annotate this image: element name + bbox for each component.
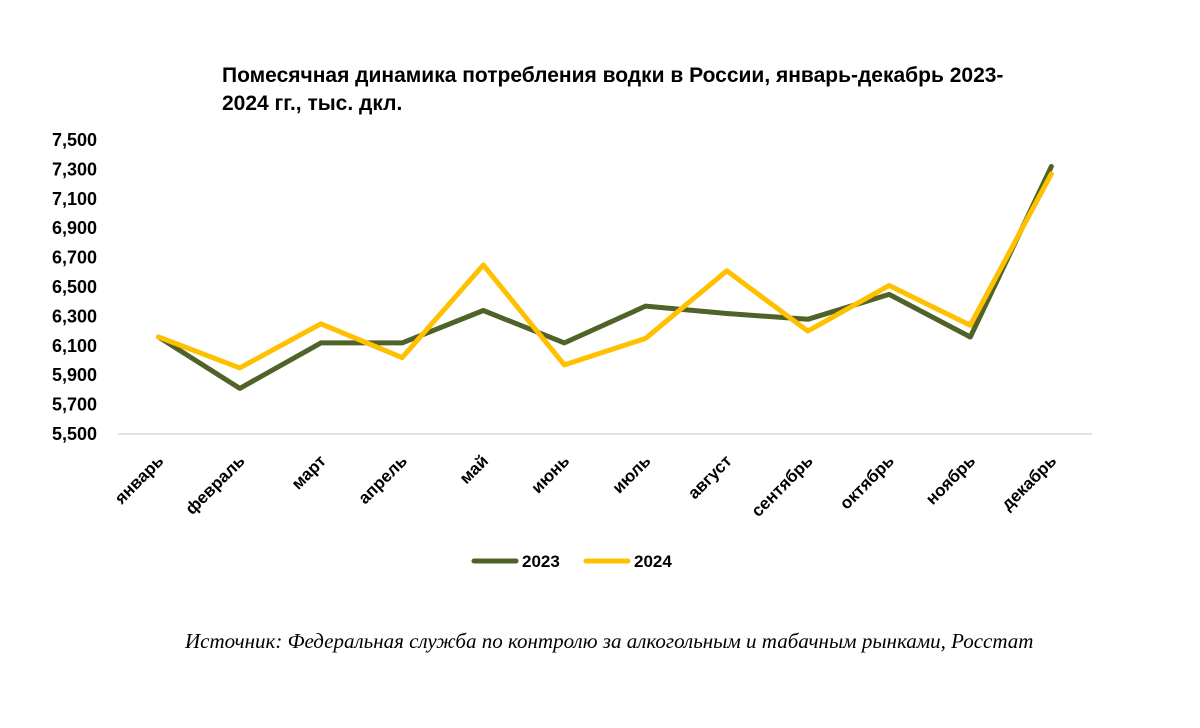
chart-title-line-1: Помесячная динамика потребления водки в … xyxy=(222,64,1003,87)
x-tick-label: декабрь xyxy=(998,451,1061,514)
x-tick-label: март xyxy=(288,451,330,493)
x-tick-label: июль xyxy=(609,451,655,497)
x-tick-label: ноябрь xyxy=(922,451,979,508)
legend: 2023 2024 xyxy=(471,552,672,571)
x-tick-label: октябрь xyxy=(836,451,898,513)
y-tick-label: 5,900 xyxy=(52,365,97,385)
y-tick-label: 7,100 xyxy=(52,189,97,209)
series-layer xyxy=(156,164,1054,391)
series-line-2024 xyxy=(156,171,1054,371)
x-tick-label: январь xyxy=(110,451,167,508)
y-tick-label: 7,500 xyxy=(52,130,97,150)
x-tick-label: май xyxy=(456,451,492,487)
y-tick-label: 5,500 xyxy=(52,424,97,444)
source-note: Источник: Федеральная служба по контролю… xyxy=(185,629,1034,653)
y-tick-label: 6,100 xyxy=(52,336,97,356)
y-tick-label: 6,300 xyxy=(52,306,97,326)
y-tick-label: 6,500 xyxy=(52,277,97,297)
y-tick-label: 6,700 xyxy=(52,248,97,268)
x-tick-label: апрель xyxy=(354,451,410,507)
legend-label-2023: 2023 xyxy=(522,552,560,571)
y-tick-label: 6,900 xyxy=(52,218,97,238)
x-tick-label: июнь xyxy=(528,451,574,497)
y-tick-label: 7,300 xyxy=(52,159,97,179)
chart-title-line-2: 2024 гг., тыс. дкл. xyxy=(222,92,402,115)
legend-label-2024: 2024 xyxy=(634,552,672,571)
x-tick-label: февраль xyxy=(182,451,249,518)
x-tick-label: август xyxy=(684,451,735,502)
series-line-2023 xyxy=(156,164,1054,391)
y-axis: 5,500 5,700 5,900 6,100 6,300 6,500 6,700 6,900… xyxy=(52,130,97,444)
x-tick-label: сентябрь xyxy=(748,451,817,520)
x-axis: январь февраль март апрель май июнь июль август… xyxy=(110,451,1060,520)
y-tick-label: 5,700 xyxy=(52,395,97,415)
